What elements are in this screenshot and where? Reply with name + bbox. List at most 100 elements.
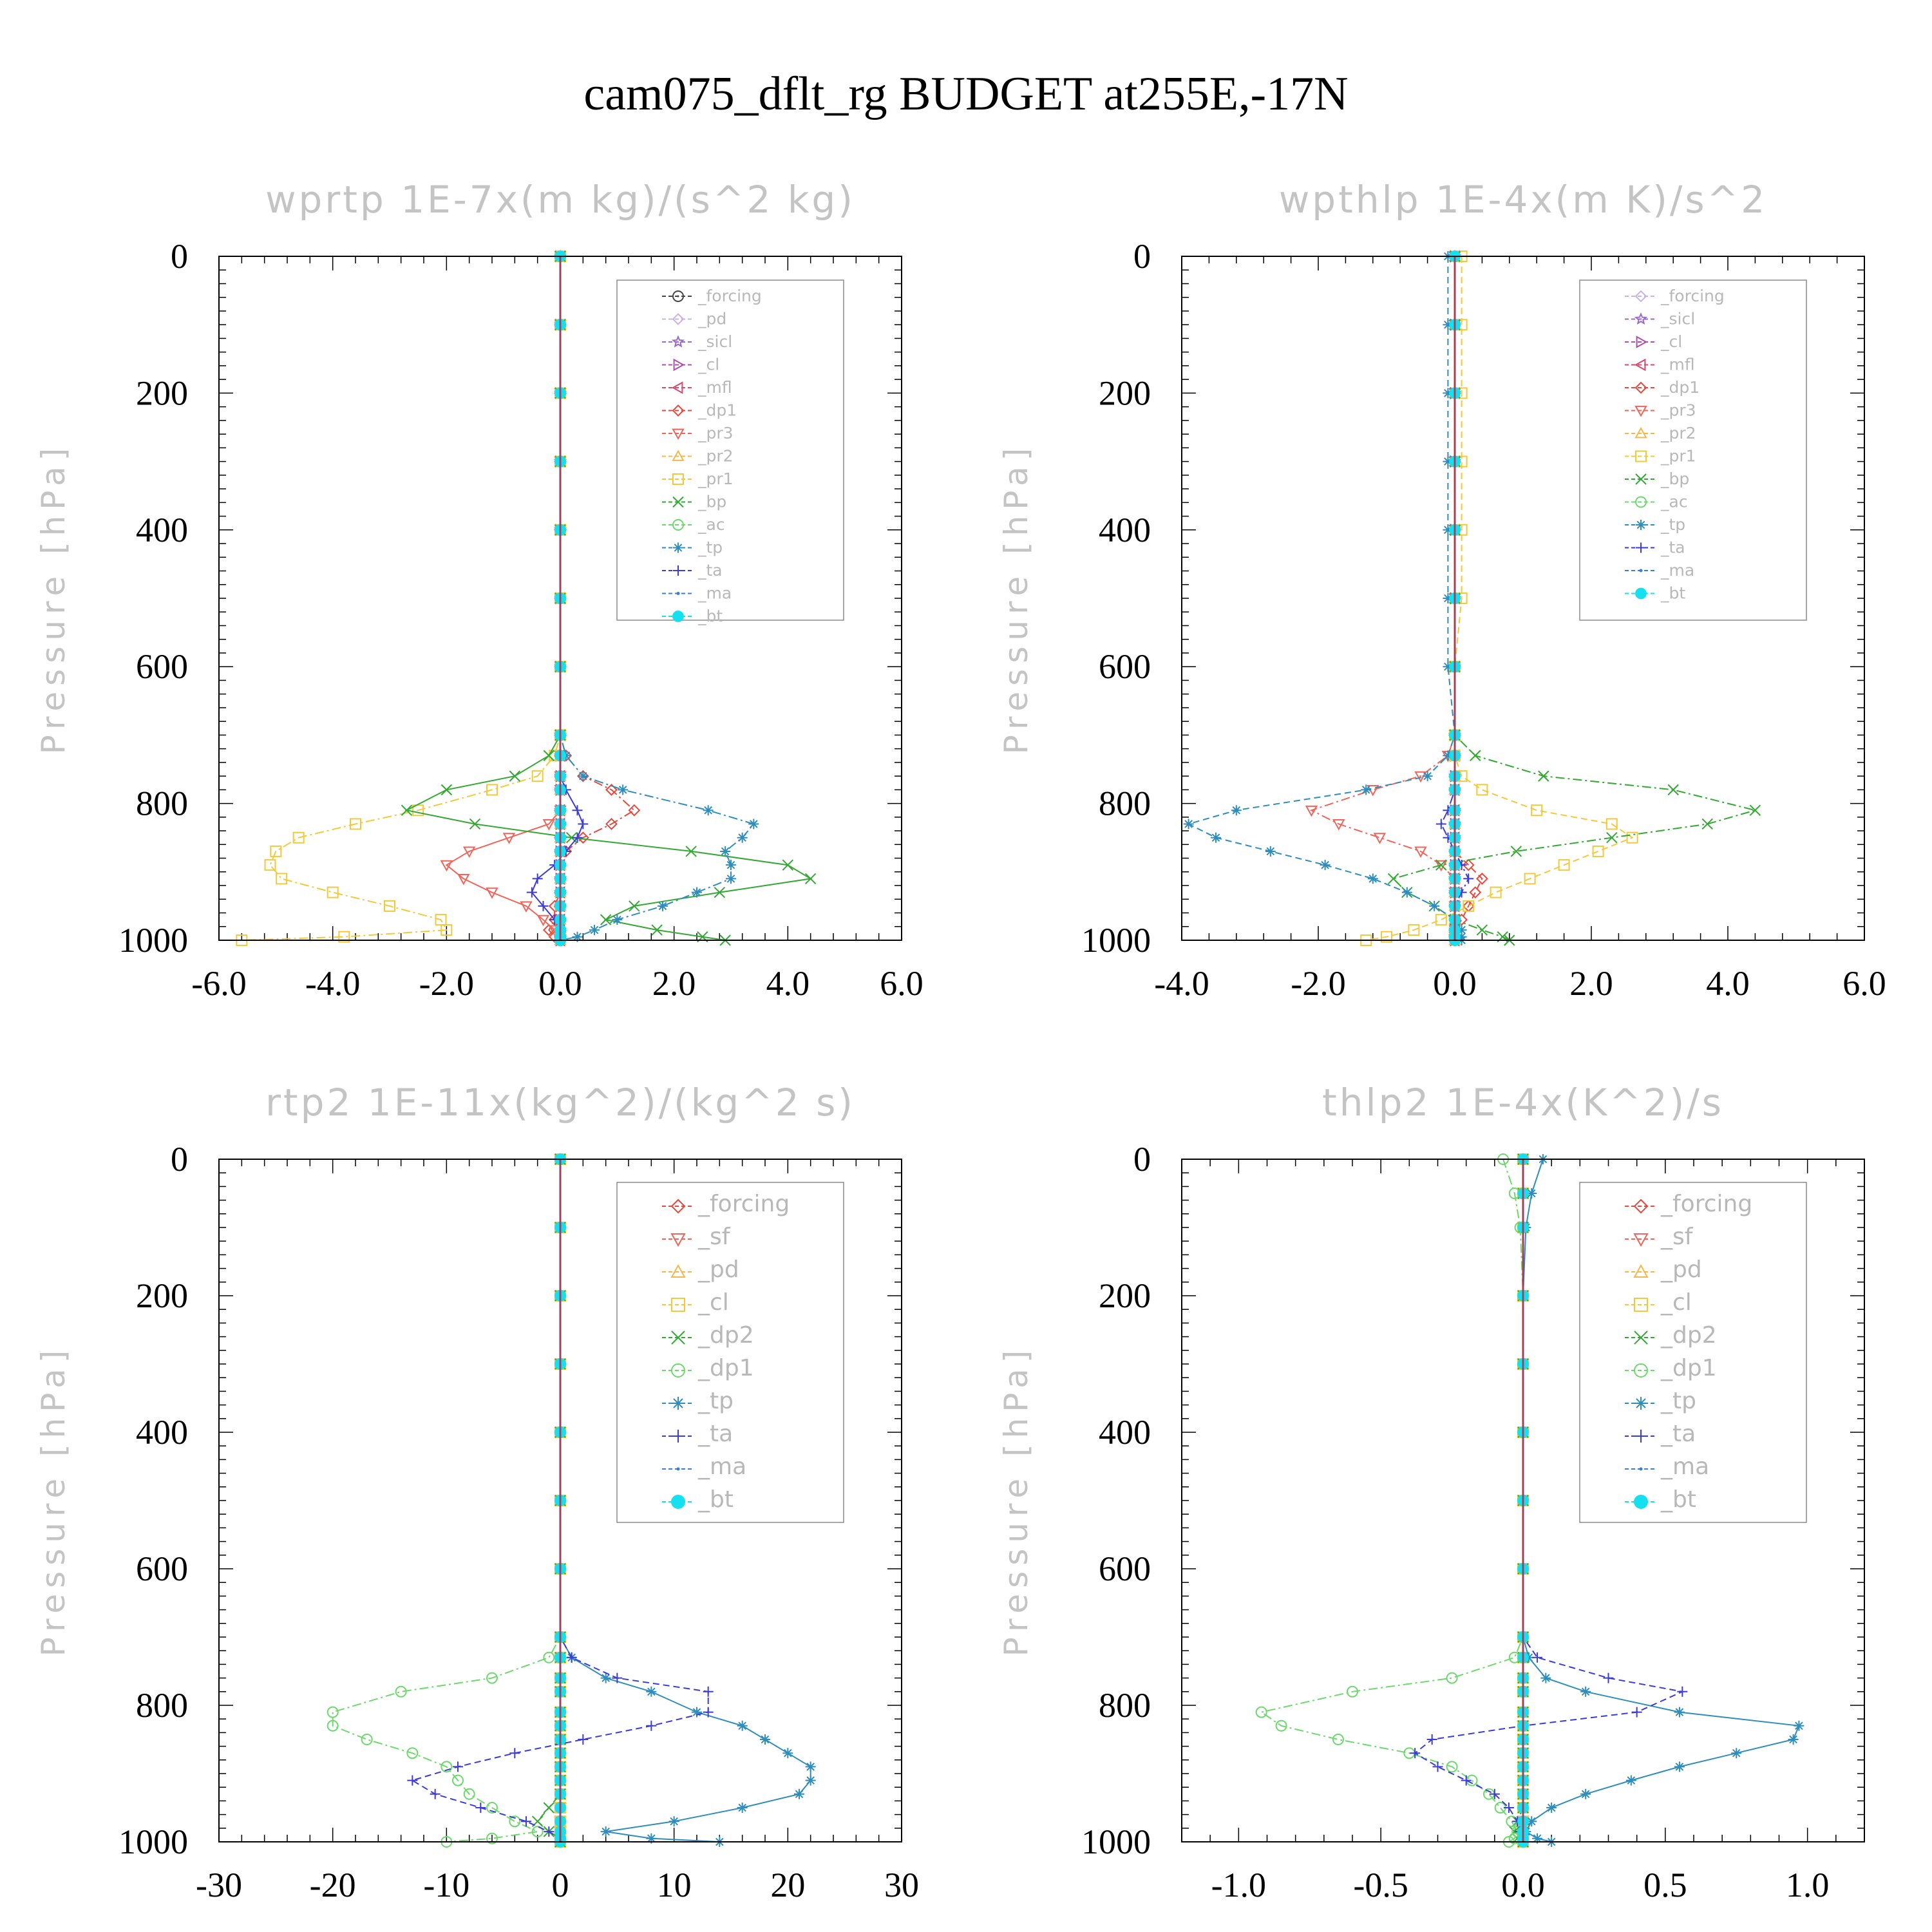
- data-point: [1531, 804, 1543, 817]
- data-point: [1414, 846, 1427, 858]
- data-point: [543, 1802, 555, 1814]
- data-point: [1183, 819, 1194, 829]
- legend-label: _ma: [1660, 561, 1694, 580]
- legend-swatch-marker: [671, 335, 685, 348]
- legend-swatch-marker: [1634, 312, 1648, 325]
- y-tick-label: 600: [136, 1549, 188, 1588]
- legend-item: _bp: [662, 493, 726, 511]
- legend-swatch-marker: [672, 1430, 685, 1443]
- y-tick-label: 600: [1099, 1549, 1151, 1588]
- legend-label: _forcing: [697, 287, 762, 305]
- legend-swatch-marker: [673, 542, 683, 553]
- series-line-pr3: [445, 256, 561, 940]
- figure-title: cam075_dflt_rg BUDGET at255E,-17N: [583, 68, 1348, 120]
- legend-swatch-marker: [1633, 1233, 1649, 1247]
- legend-item: _tp: [1625, 1388, 1696, 1414]
- data-point: [1443, 319, 1454, 330]
- legend-item: _forcing: [1625, 287, 1725, 305]
- legend-swatch-marker: [670, 1233, 686, 1247]
- legend-swatch-marker: [1634, 1495, 1648, 1509]
- data-point: [1332, 1734, 1344, 1745]
- data-point: [1749, 804, 1761, 816]
- legend-label: _pd: [1660, 1256, 1702, 1283]
- data-point: [521, 1816, 531, 1827]
- legend-label: _pr1: [1660, 447, 1696, 466]
- data-point: [276, 873, 288, 885]
- legend-item: _tp: [662, 1388, 734, 1414]
- legend-item: _dp1: [662, 401, 737, 420]
- data-point: [486, 784, 498, 796]
- legend-item: _pr1: [662, 469, 734, 488]
- legend-item: _tp: [1625, 515, 1685, 534]
- y-tick-label: 0: [171, 1140, 188, 1179]
- legend-label: _dp2: [1660, 1322, 1717, 1349]
- data-point: [1677, 1686, 1688, 1697]
- data-point: [457, 874, 470, 886]
- data-point: [509, 1815, 521, 1828]
- data-point: [737, 1803, 748, 1813]
- x-tick-label: 2.0: [1569, 964, 1613, 1003]
- legend-label: _bt: [697, 1486, 734, 1513]
- legend-swatch-marker: [1636, 542, 1646, 553]
- data-point: [440, 784, 453, 796]
- legend-label: _dp1: [697, 401, 737, 420]
- legend-item: _dp1: [662, 1355, 754, 1381]
- data-point: [1231, 805, 1242, 816]
- x-tick-label: 0.0: [1501, 1866, 1545, 1904]
- data-point: [1446, 1672, 1458, 1684]
- legend-label: _pr1: [697, 469, 734, 488]
- legend-label: _ac: [697, 515, 725, 534]
- data-point: [794, 1788, 804, 1799]
- data-point: [805, 1761, 816, 1772]
- legend-item: _sicl: [662, 332, 732, 351]
- y-tick-label: 1000: [118, 921, 188, 960]
- x-tick-label: -20: [310, 1866, 356, 1904]
- legend-item: _cl: [662, 355, 719, 374]
- legend: _forcing _sf _pd _cl _dp2 _dp1 _tp _ta _ma _bt: [616, 1182, 844, 1523]
- x-tick-label: -6.0: [191, 964, 246, 1003]
- x-tick-label: 20: [770, 1866, 805, 1904]
- data-point: [726, 860, 736, 871]
- y-tick-label: 1000: [1081, 921, 1151, 960]
- plot-frame: [1181, 1159, 1865, 1842]
- data-point: [531, 1826, 544, 1838]
- data-point: [685, 846, 697, 857]
- data-point: [566, 1652, 577, 1663]
- legend-item: _sf: [662, 1224, 731, 1250]
- y-tick-label: 0: [171, 237, 188, 276]
- data-point: [720, 846, 731, 857]
- legend-item: _bp: [1625, 469, 1689, 488]
- y-tick-label: 200: [1099, 1276, 1151, 1315]
- y-tick-label: 800: [1099, 784, 1151, 823]
- series-line-bp: [404, 256, 813, 941]
- data-point: [1546, 1803, 1557, 1813]
- data-point: [703, 805, 714, 816]
- y-tick-label: 600: [1099, 647, 1151, 686]
- legend-item: _mfl: [662, 378, 732, 397]
- data-point: [1463, 873, 1474, 884]
- data-point: [486, 1832, 498, 1844]
- legend-item: _ma: [662, 584, 732, 603]
- legend-label: _cl: [697, 355, 719, 374]
- y-tick-label: 800: [136, 784, 188, 823]
- legend-label: _pr2: [1660, 424, 1696, 442]
- data-point: [1408, 924, 1420, 936]
- data-point: [576, 831, 589, 844]
- legend-swatch-marker: [1634, 1397, 1647, 1410]
- series-group: [1255, 1152, 1804, 1849]
- legend-swatch-marker: [1634, 1430, 1647, 1443]
- data-point: [578, 1734, 589, 1745]
- legend-label: _cl: [1660, 1289, 1692, 1316]
- legend-label: _dp1: [1660, 378, 1700, 397]
- legend-item: _pr1: [1625, 447, 1696, 466]
- data-point: [646, 1833, 657, 1844]
- data-point: [1580, 1686, 1591, 1697]
- data-point: [1788, 1734, 1799, 1745]
- data-point: [1435, 914, 1447, 926]
- legend-item: _dp2: [1625, 1322, 1717, 1349]
- data-point: [748, 819, 759, 829]
- data-point: [486, 887, 498, 899]
- legend-label: _tp: [697, 1388, 734, 1414]
- data-point: [629, 900, 640, 912]
